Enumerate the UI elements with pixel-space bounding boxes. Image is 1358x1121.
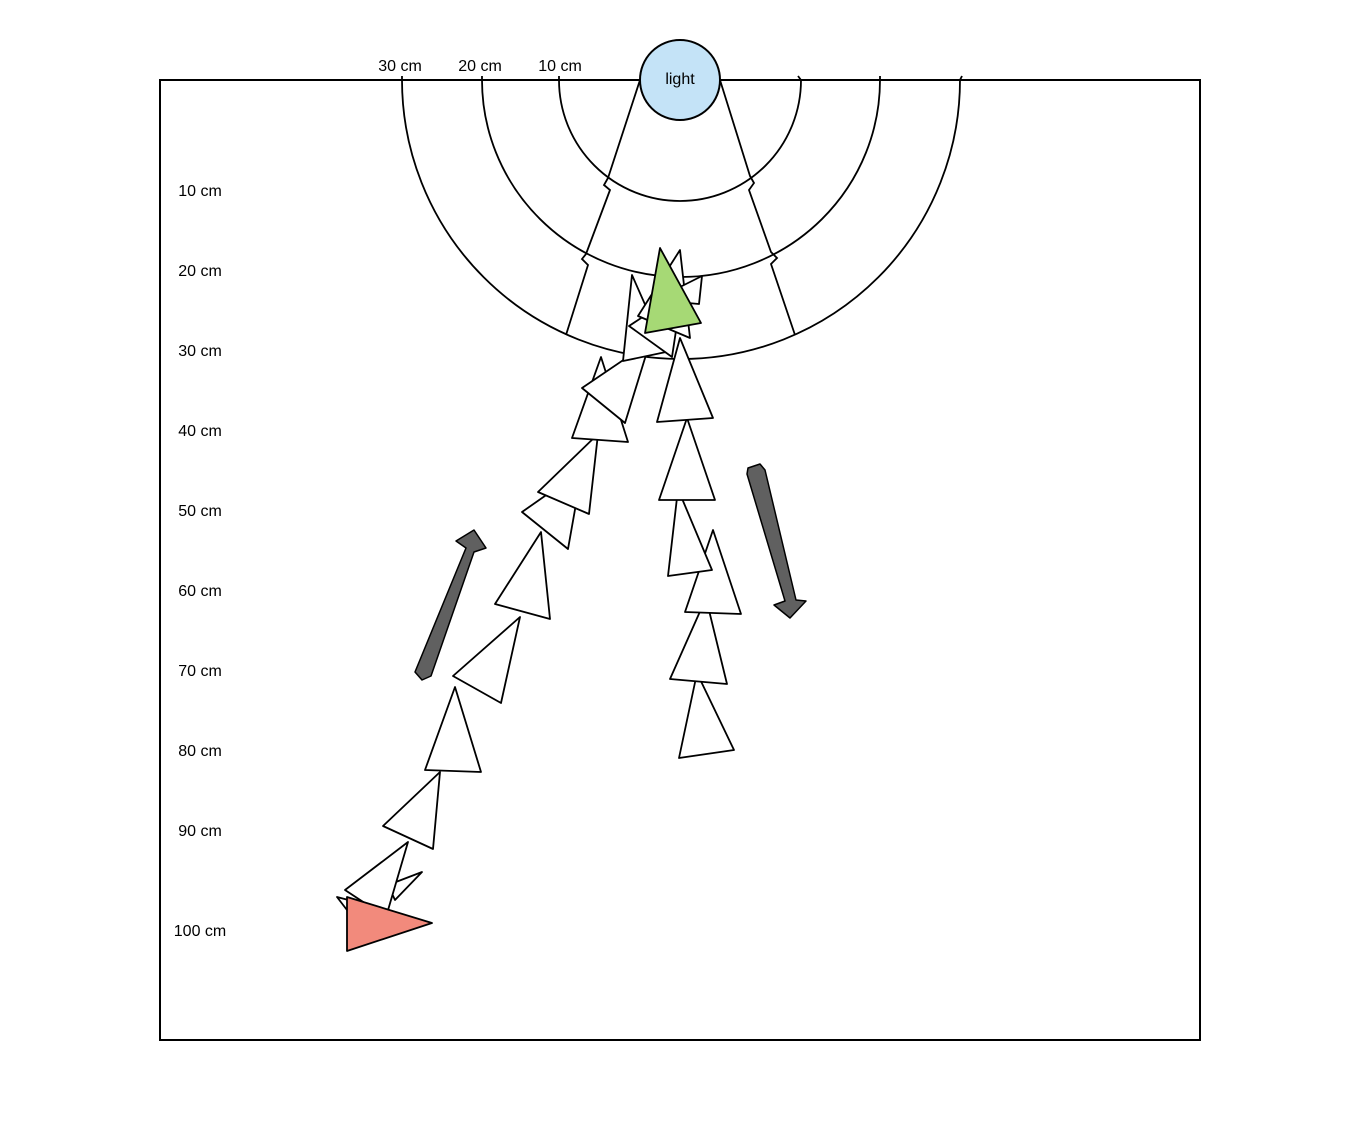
light-source: light (639, 39, 721, 121)
path-marker (424, 686, 482, 773)
path-marker (667, 488, 713, 577)
path-marker (537, 433, 599, 515)
path-marker (494, 531, 551, 620)
end-marker (644, 247, 702, 334)
path-marker (658, 417, 716, 501)
side-label-50cm: 50 cm (178, 503, 222, 520)
path-marker (452, 616, 521, 704)
top-label-20cm: 20 cm (458, 58, 502, 75)
direction-arrow-down (746, 463, 807, 619)
path-marker (382, 771, 441, 850)
zone-divider-left (565, 79, 641, 336)
side-label-70cm: 70 cm (178, 663, 222, 680)
path-marker (581, 341, 651, 424)
top-distance-labels: 30 cm 20 cm 10 cm (378, 58, 582, 75)
light-label: light (665, 71, 695, 88)
path-marker (678, 672, 735, 759)
side-label-40cm: 40 cm (178, 423, 222, 440)
right-track (656, 337, 742, 759)
zone-divider-right (719, 79, 796, 336)
path-marker (669, 597, 728, 685)
start-marker (346, 896, 433, 952)
light-circle (639, 39, 721, 121)
side-label-100cm: 100 cm (174, 923, 226, 940)
side-distance-labels: 10 cm 20 cm 30 cm 40 cm 50 cm 60 cm 70 c… (174, 183, 226, 940)
side-label-90cm: 90 cm (178, 823, 222, 840)
top-label-10cm: 10 cm (538, 58, 582, 75)
side-label-30cm: 30 cm (178, 343, 222, 360)
side-label-20cm: 20 cm (178, 263, 222, 280)
zone-ring-10cm (558, 75, 802, 202)
top-label-30cm: 30 cm (378, 58, 422, 75)
side-label-60cm: 60 cm (178, 583, 222, 600)
side-label-10cm: 10 cm (178, 183, 222, 200)
left-track (336, 249, 703, 941)
side-label-80cm: 80 cm (178, 743, 222, 760)
path-marker (656, 337, 714, 423)
direction-arrow-up (414, 529, 487, 681)
